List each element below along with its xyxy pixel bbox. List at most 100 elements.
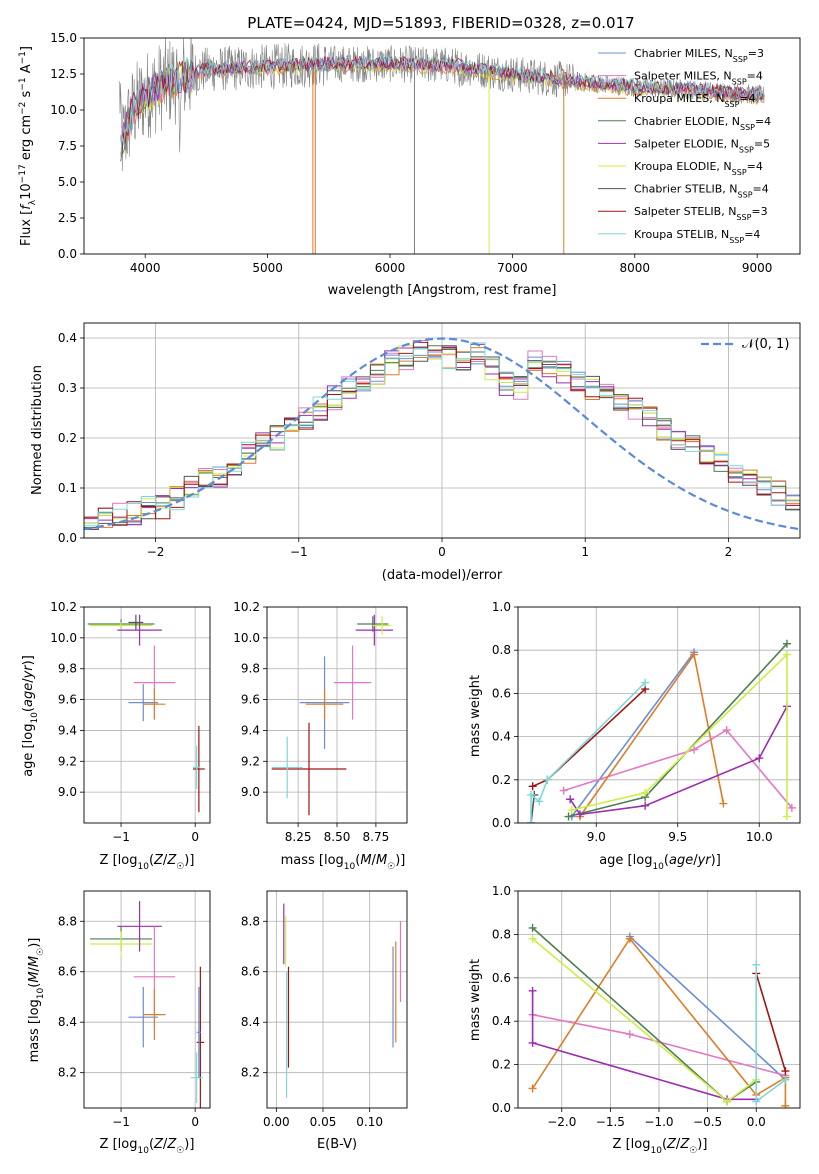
mass-weight-marker: [575, 810, 584, 819]
y-tick-label: 0.0: [58, 247, 77, 261]
mass-weight-marker: [781, 1075, 790, 1084]
legend-label-sub: SSP: [740, 122, 755, 131]
x-tick-label: 8000: [619, 261, 650, 275]
y-tick-label: 0.4: [492, 730, 511, 744]
y-axis-label: age [log10(age/yr)]: [21, 655, 40, 777]
label-part: yr: [697, 853, 713, 868]
legend-label-sub: SSP: [738, 190, 753, 199]
mass-weight-marker: [535, 797, 544, 806]
label-part: ☉: [36, 948, 46, 956]
y-tick-label: 12.5: [50, 67, 77, 81]
model-spectrum: [120, 56, 763, 155]
mass-weight-marker: [528, 986, 537, 995]
mass-weight-marker: [787, 803, 796, 812]
axes-frame: [266, 890, 408, 1109]
label-part: )]: [697, 1137, 707, 1152]
y-tick-label: 2.5: [58, 211, 77, 225]
mass-weight-line: [571, 652, 788, 817]
x-tick-label: 2: [725, 545, 733, 559]
legend-label-text: Chabrier ELODIE, N: [634, 115, 740, 128]
legend-label-sub: SSP: [736, 213, 751, 222]
axes-frame: [83, 37, 801, 255]
y-tick-label: 0.1: [58, 481, 77, 495]
mass-weight-line: [532, 938, 757, 1103]
plot-area: [528, 923, 790, 1108]
legend-label-text: Kroupa STELIB, N: [634, 228, 729, 241]
y-axis-label: mass weight: [468, 959, 483, 1041]
y-tick-label: 8.6: [58, 965, 77, 979]
legend-label-tail: =4: [755, 115, 771, 128]
label-part: M: [376, 853, 387, 868]
mass-weight-marker: [625, 934, 634, 943]
legend-label: 𝒩(0, 1): [742, 337, 789, 352]
y-tick-label: 9.2: [241, 754, 260, 768]
y-tick-label: 0.2: [492, 1058, 511, 1072]
legend-label: Chabrier STELIB, NSSP=4: [634, 183, 769, 200]
y-tick-label: 8.4: [58, 1015, 77, 1029]
label-part: (: [149, 853, 154, 868]
mass-weight-marker: [722, 726, 731, 735]
label-part: age [log: [21, 724, 36, 777]
label-part: −17: [18, 164, 28, 183]
legend-label-tail: =5: [754, 137, 770, 150]
label-part: −1: [18, 51, 28, 64]
mass-weight-marker: [567, 806, 576, 815]
y-tick-label: 0.8: [492, 927, 511, 941]
normal-distribution-curve: [84, 337, 800, 531]
x-axis-label: age [log10(age/yr)]: [599, 853, 721, 872]
x-tick-label: 9000: [742, 261, 773, 275]
label-part: yr: [21, 664, 36, 680]
legend-label-sub: SSP: [729, 235, 744, 244]
mass-weight-marker: [781, 1067, 790, 1076]
label-part: /: [693, 853, 698, 868]
x-tick-label: −1: [112, 830, 130, 844]
label-part: −2: [18, 102, 28, 115]
x-tick-label: 4000: [130, 261, 161, 275]
x-tick-label: 0: [191, 1115, 199, 1129]
y-tick-label: 0.3: [58, 381, 77, 395]
mass-weight-marker: [641, 678, 650, 687]
label-part: /: [372, 853, 377, 868]
x-axis-label: Z [log10(Z/Z☉)]: [100, 1137, 195, 1156]
label-part: −1: [18, 77, 28, 90]
label-part: /: [163, 853, 168, 868]
grid: [267, 606, 407, 823]
label-part: age: [669, 853, 693, 868]
mass-weight-marker: [719, 799, 728, 808]
label-part: (: [27, 983, 42, 988]
y-axis-label: Normed distribution: [30, 365, 45, 495]
legend-label-sub: SSP: [733, 55, 748, 64]
legend-label: Salpeter STELIB, NSSP=3: [634, 205, 768, 222]
plot-area: [84, 337, 800, 531]
label-part: Flux [: [19, 210, 34, 246]
y-axis-label: mass weight: [468, 675, 483, 757]
legend-label-tail: =4: [744, 228, 760, 241]
mass-weight-marker: [782, 650, 791, 659]
x-tick-label: −2.0: [547, 1115, 576, 1129]
y-tick-label: 0.8: [492, 643, 511, 657]
mass-weight-marker: [528, 782, 537, 791]
plot-area: [119, 38, 765, 254]
y-tick-label: 0.2: [58, 431, 77, 445]
label-part: ]: [19, 46, 34, 51]
label-part: (: [21, 707, 36, 712]
label-part: )]: [711, 853, 721, 868]
legend-label: Kroupa STELIB, NSSP=4: [634, 228, 760, 245]
label-part: f: [19, 203, 34, 210]
x-axis-label: E(B-V): [317, 1137, 357, 1152]
label-part: )]: [184, 1137, 194, 1152]
mass-weight-marker: [559, 786, 568, 795]
mass-weight-marker: [781, 1101, 790, 1108]
plot-area: [87, 614, 205, 813]
axes-frame: [83, 322, 801, 539]
mass-weight-marker: [782, 812, 791, 821]
y-tick-label: 0.6: [492, 686, 511, 700]
y-tick-label: 8.8: [58, 914, 77, 928]
mass-weight-marker: [641, 788, 650, 797]
legend-label-tail: =4: [739, 92, 755, 105]
panel-weight-vs-Z: −2.0 −1.5 −1.0 −0.5 0.0 0.0 0.2 0.4 0.6 0.8 1.0 Z […: [468, 884, 801, 1156]
legend-label: Kroupa ELODIE, NSSP=4: [634, 160, 763, 177]
label-part: M: [27, 956, 42, 967]
y-tick-label: 8.2: [58, 1066, 77, 1080]
y-tick-label: 0.2: [492, 773, 511, 787]
